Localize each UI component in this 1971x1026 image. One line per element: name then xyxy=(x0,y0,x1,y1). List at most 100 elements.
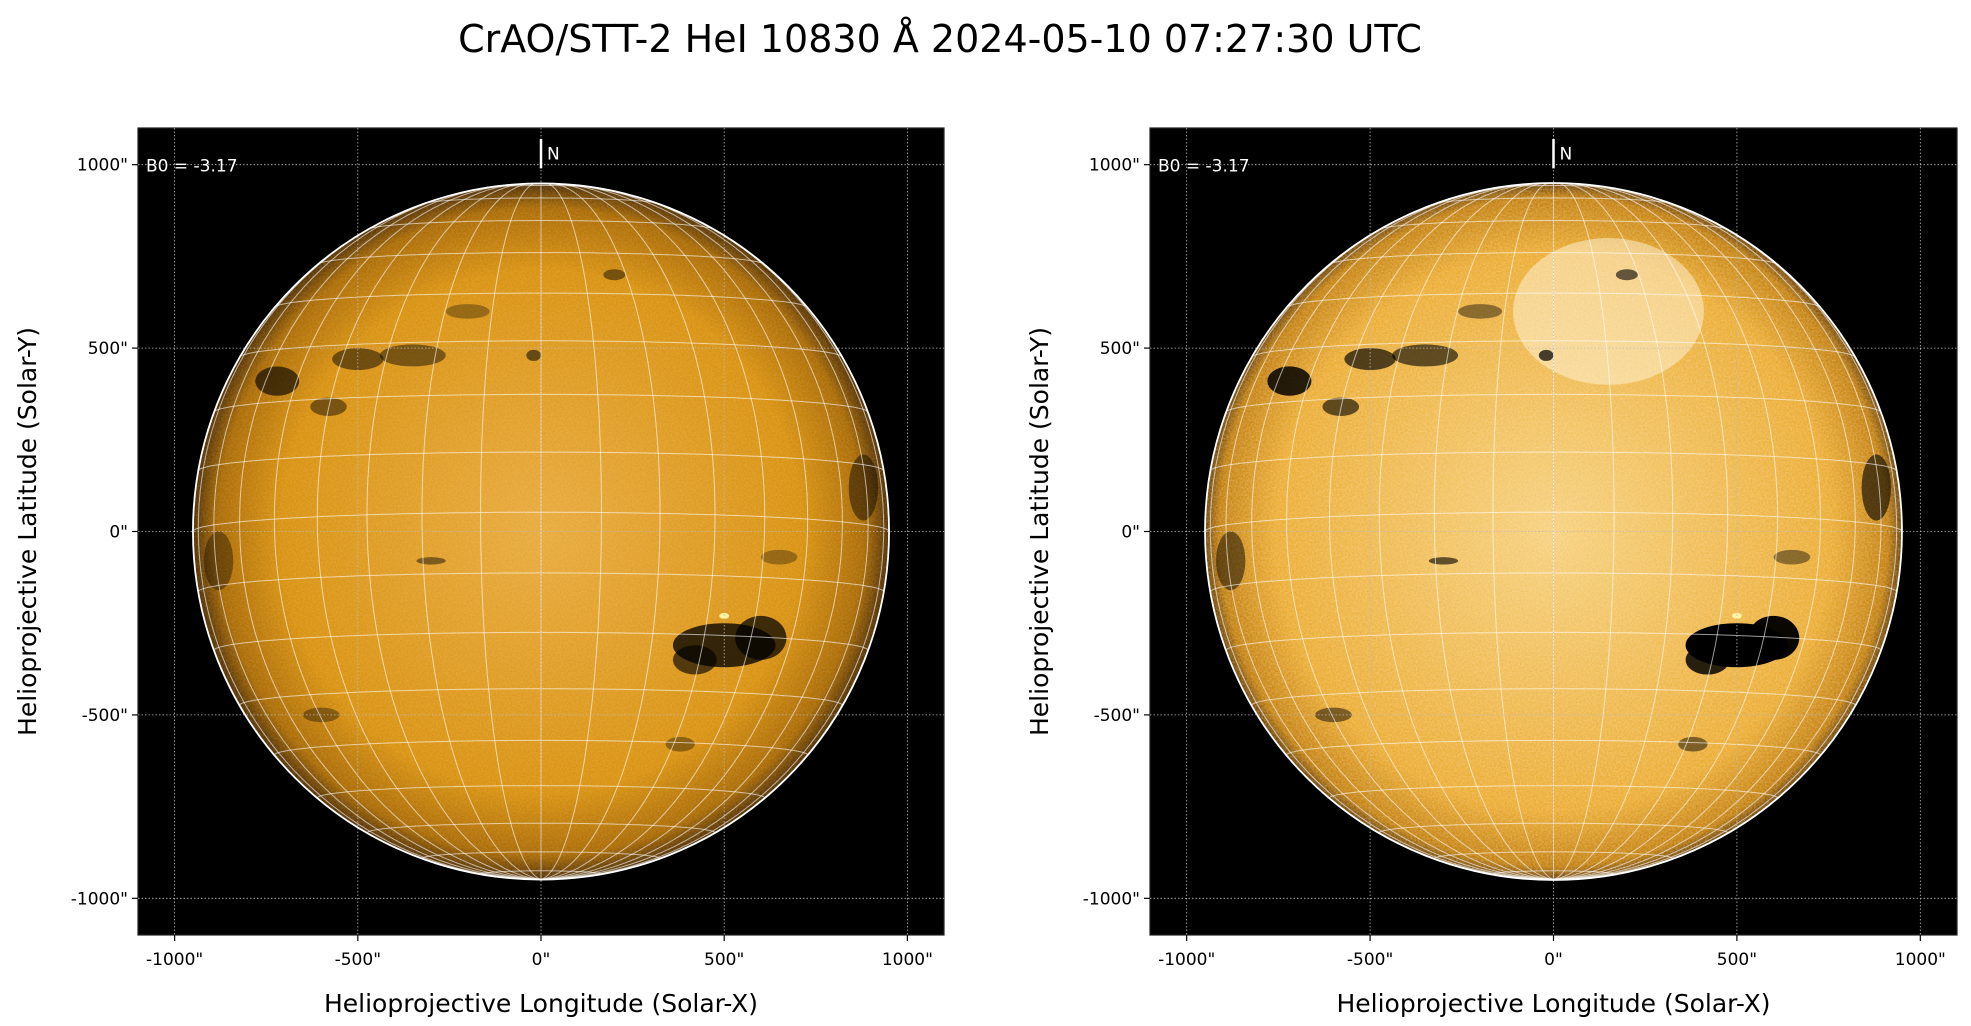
x-tick-label: -1000" xyxy=(146,950,203,970)
dark-feature xyxy=(203,531,234,591)
heliographic-meridian xyxy=(213,187,542,880)
heliographic-meridian xyxy=(316,183,542,880)
heliographic-meridian xyxy=(1553,183,1779,880)
panel-right: -1000" -500" 0" 500" 1000" -1000" -500" 0" 500" 1… xyxy=(1025,127,1958,1018)
heliographic-meridian xyxy=(197,199,542,880)
b0-annotation: B0 = -3.17 xyxy=(1158,157,1250,177)
y-tick-label: 500" xyxy=(1100,339,1140,359)
dark-feature xyxy=(1538,349,1554,361)
heliographic-meridian xyxy=(540,199,885,880)
heliographic-meridian xyxy=(1251,185,1554,880)
x-tick-label: 500" xyxy=(1717,950,1757,970)
dark-feature xyxy=(1861,454,1891,521)
heliographic-meridian xyxy=(1553,187,1882,880)
heliographic-meridian xyxy=(1225,187,1554,880)
x-tick-label: 0" xyxy=(532,950,551,970)
y-tick-label: -500" xyxy=(82,706,128,726)
dark-feature xyxy=(1428,557,1459,565)
heliographic-meridian xyxy=(1553,182,1674,880)
dark-feature xyxy=(1678,736,1708,752)
x-tick-label: 500" xyxy=(704,950,744,970)
heliographic-parallel xyxy=(239,340,843,358)
heliographic-parallel xyxy=(1286,739,1821,756)
heliographic-meridian xyxy=(540,183,766,880)
heliographic-parallel xyxy=(423,197,659,204)
x-tick-label: 1000" xyxy=(882,950,933,970)
heliographic-meridian xyxy=(540,182,661,880)
heliographic-meridian xyxy=(1553,185,1856,880)
heliographic-parallel xyxy=(1433,851,1674,860)
y-tick-label: 500" xyxy=(88,339,128,359)
dark-feature xyxy=(848,454,879,521)
heliographic-meridian xyxy=(1553,182,1615,880)
heliographic-meridian xyxy=(366,182,542,880)
heliographic-parallel xyxy=(1204,511,1903,532)
x-tick-label: 0" xyxy=(1544,950,1563,970)
heliographic-meridian xyxy=(1209,199,1554,880)
y-axis-label: Helioprojective Latitude (Solar-Y) xyxy=(13,327,42,736)
y-tick-label: -1000" xyxy=(1083,889,1140,909)
dark-feature xyxy=(526,349,541,361)
heliographic-parallel xyxy=(1329,252,1778,265)
heliographic-parallel xyxy=(366,822,716,834)
solar-limb xyxy=(1204,182,1903,881)
dark-feature xyxy=(672,645,717,675)
panel-left: -1000" -500" 0" 500" 1000" -1000" -500" 0" 500" 1… xyxy=(13,127,945,1018)
dark-feature xyxy=(1685,645,1730,675)
heliographic-meridian xyxy=(540,187,869,880)
heliographic-meridian xyxy=(1553,182,1729,880)
y-tick-label: -1000" xyxy=(71,889,128,909)
y-tick-label: 1000" xyxy=(1089,156,1140,176)
heliographic-parallel xyxy=(192,511,890,532)
dark-feature xyxy=(1216,531,1246,591)
x-axis-label: Helioprojective Longitude (Solar-X) xyxy=(1336,989,1770,1018)
north-marker-label: N xyxy=(1560,145,1573,165)
y-tick-label: 0" xyxy=(109,523,128,543)
heliographic-meridian xyxy=(480,182,542,880)
dark-feature xyxy=(1615,269,1638,281)
y-axis-label: Helioprojective Latitude (Solar-Y) xyxy=(1025,327,1054,736)
heliographic-meridian xyxy=(1378,182,1554,880)
dark-feature xyxy=(416,557,446,565)
dark-feature xyxy=(665,736,695,752)
x-tick-label: 1000" xyxy=(1895,950,1946,970)
heliographic-meridian xyxy=(1286,183,1554,880)
y-tick-label: 0" xyxy=(1121,523,1140,543)
x-tick-label: -500" xyxy=(1347,950,1393,970)
north-marker-label: N xyxy=(547,145,560,165)
heliographic-meridian xyxy=(540,182,602,880)
dark-feature xyxy=(1458,304,1503,319)
heliographic-parallel xyxy=(1435,197,1672,204)
y-tick-label: -500" xyxy=(1094,706,1140,726)
dark-feature xyxy=(1267,366,1312,396)
heliographic-parallel xyxy=(317,252,765,265)
y-tick-label: 1000" xyxy=(77,156,128,176)
heliographic-parallel xyxy=(421,851,661,860)
dark-feature xyxy=(1392,344,1459,367)
b0-annotation: B0 = -3.17 xyxy=(146,157,238,177)
dark-feature xyxy=(603,269,626,281)
heliographic-parallel xyxy=(273,739,809,756)
heliographic-parallel xyxy=(1328,785,1779,799)
heliographic-meridian xyxy=(540,185,843,880)
heliographic-meridian xyxy=(540,183,809,880)
bright-region xyxy=(1513,238,1704,385)
heliographic-meridian xyxy=(1492,182,1554,880)
dark-feature xyxy=(445,304,490,319)
dark-feature xyxy=(760,549,798,565)
heliographic-parallel xyxy=(1210,451,1897,471)
heliographic-meridian xyxy=(1433,182,1554,880)
dark-feature xyxy=(1773,549,1811,565)
heliographic-meridian xyxy=(239,185,542,880)
heliographic-meridian xyxy=(273,183,542,880)
figure-title: CrAO/STT-2 HeI 10830 Å 2024-05-10 07:27:… xyxy=(458,17,1422,61)
heliographic-parallel xyxy=(198,451,884,471)
heliographic-meridian xyxy=(1328,183,1554,880)
heliographic-meridian xyxy=(421,182,542,880)
dark-feature xyxy=(379,344,446,367)
heliographic-meridian xyxy=(1553,183,1821,880)
solar-limb xyxy=(192,182,890,881)
dark-feature xyxy=(255,366,300,396)
x-axis-label: Helioprojective Longitude (Solar-X) xyxy=(324,989,758,1018)
